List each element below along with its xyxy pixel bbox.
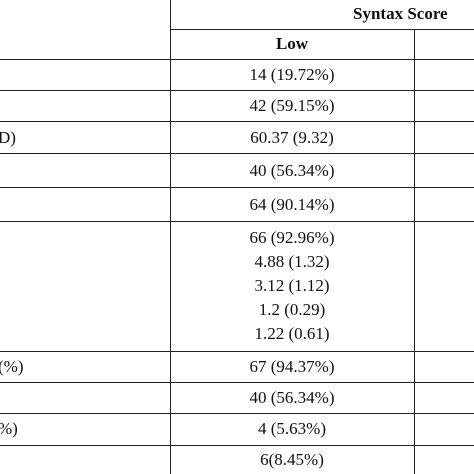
row-label: D) (0, 128, 16, 147)
row-label: (%) (0, 357, 24, 376)
table-cell: 4 (5.63%) (258, 419, 326, 438)
table-cell: 40 (56.34%) (249, 388, 335, 407)
row-rule-subheader (0, 59, 474, 60)
table-cell: 6(8.45%) (260, 450, 324, 469)
row-rule (0, 445, 474, 446)
table-cell: 1.22 (0.61) (254, 324, 330, 343)
row-rule (0, 90, 474, 91)
column-header-low: Low (275, 34, 309, 53)
row-rule (0, 187, 474, 188)
row-rule (0, 121, 474, 122)
row-rule (0, 153, 474, 154)
row-label: %) (0, 419, 18, 438)
table-cell: 42 (59.15%) (249, 96, 335, 115)
row-rule (0, 351, 474, 352)
group-header: Syntax Score (353, 4, 448, 23)
table-cell: 60.37 (9.32) (250, 128, 334, 147)
table-cell: 4.88 (1.32) (254, 252, 330, 271)
table-cell: 40 (56.34%) (249, 161, 335, 180)
row-rule-header (170, 29, 474, 30)
table-cell: 14 (19.72%) (249, 65, 335, 84)
table-cell: 1.2 (0.29) (258, 300, 326, 319)
row-rule (0, 382, 474, 383)
table-cell: 3.12 (1.12) (254, 276, 330, 295)
table-cell: 67 (94.37%) (249, 357, 335, 376)
table-cell: 66 (92.96%) (249, 228, 335, 247)
col-rule-2 (414, 30, 415, 474)
table-cell: 64 (90.14%) (249, 195, 335, 214)
row-rule (0, 221, 474, 222)
col-rule-1 (170, 0, 171, 474)
row-rule (0, 413, 474, 414)
